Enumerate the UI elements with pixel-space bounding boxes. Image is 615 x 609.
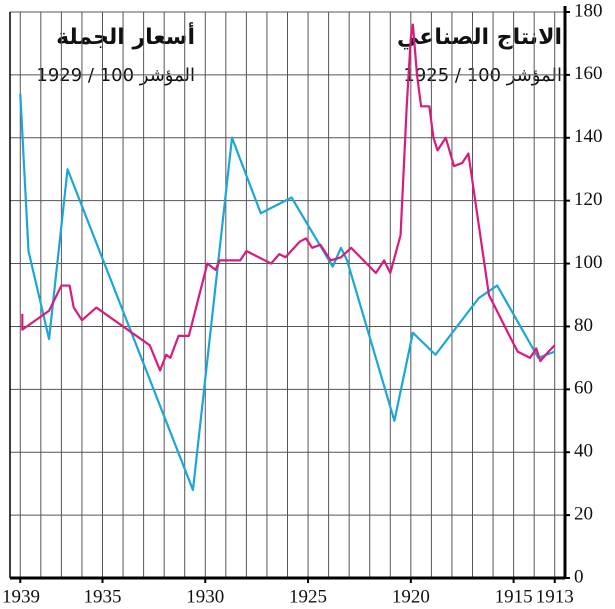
x-tick-label: 1925 [289,586,327,607]
y-tick-label: 20 [574,503,593,524]
y-tick-label: 180 [574,0,603,21]
series-line [21,23,556,372]
y-tick-label: 40 [574,441,593,462]
y-tick-label: 100 [574,252,603,273]
annotation: المؤشر 100 / 1929 [36,65,195,86]
y-tick-label: 60 [574,378,593,399]
x-tick-label: 1939 [2,586,40,607]
x-tick-label: 1913 [536,586,574,607]
y-tick-label: 0 [574,566,584,587]
x-tick-label: 1915 [495,586,533,607]
x-tick-label: 1935 [84,586,122,607]
annotation: الانتاج الصناعي [397,25,562,50]
x-tick-label: 1920 [392,586,430,607]
y-tick-label: 160 [574,63,603,84]
y-tick-label: 80 [574,315,593,336]
series-line [19,93,556,492]
y-tick-label: 140 [574,126,603,147]
x-tick-label: 1930 [186,586,224,607]
y-tick-label: 120 [574,189,603,210]
annotation: أسعار الجملة [56,21,195,50]
annotation: المؤشر 100 / 1925 [403,65,562,86]
